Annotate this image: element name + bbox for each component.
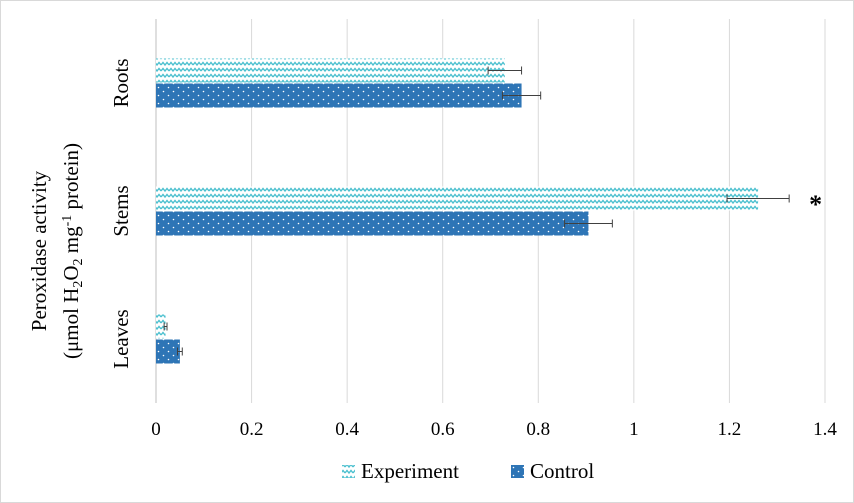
x-tick-label: 1.2	[718, 419, 742, 440]
legend-label-control: Control	[530, 459, 594, 483]
x-tick-label: 0.4	[335, 419, 359, 440]
bar-experiment-stems	[156, 187, 758, 211]
x-tick-label: 0	[151, 419, 161, 440]
bar-experiment-roots	[156, 59, 505, 83]
legend-label-experiment: Experiment	[361, 459, 459, 483]
y-axis-title-line2: (μmol H2O2 mg-1 protein)	[59, 143, 86, 359]
x-tick-label: 1.4	[813, 419, 837, 440]
y-axis-title-line1: Peroxidase activity	[27, 170, 51, 331]
category-labels: Roots Stems Leaves	[109, 58, 133, 368]
category-label-leaves: Leaves	[109, 309, 133, 368]
bar-control-leaves	[156, 340, 180, 364]
x-tick-label: 0.6	[431, 419, 455, 440]
significance-asterisk: *	[809, 190, 822, 219]
bar-control-roots	[156, 84, 522, 108]
x-tick-label: 0.8	[526, 419, 550, 440]
chart-frame: * 0 0.2 0.4 0.6 0.8 1 1.2 1.4 Roots Stems Leaves …	[0, 0, 854, 503]
error-bars	[164, 67, 789, 356]
legend-swatch-experiment	[342, 465, 355, 478]
bar-control-stems	[156, 212, 588, 236]
x-tick-label: 1	[629, 419, 639, 440]
annotations: *	[809, 190, 822, 219]
legend-swatch-control	[511, 465, 524, 478]
legend: Experiment Control	[342, 459, 594, 483]
x-tick-label: 0.2	[240, 419, 264, 440]
bars	[156, 59, 758, 364]
category-label-stems: Stems	[109, 185, 133, 236]
category-label-roots: Roots	[109, 58, 133, 107]
x-tick-labels: 0 0.2 0.4 0.6 0.8 1 1.2 1.4	[151, 419, 837, 440]
peroxidase-bar-chart: * 0 0.2 0.4 0.6 0.8 1 1.2 1.4 RootsStemsLeaves …	[1, 1, 853, 502]
